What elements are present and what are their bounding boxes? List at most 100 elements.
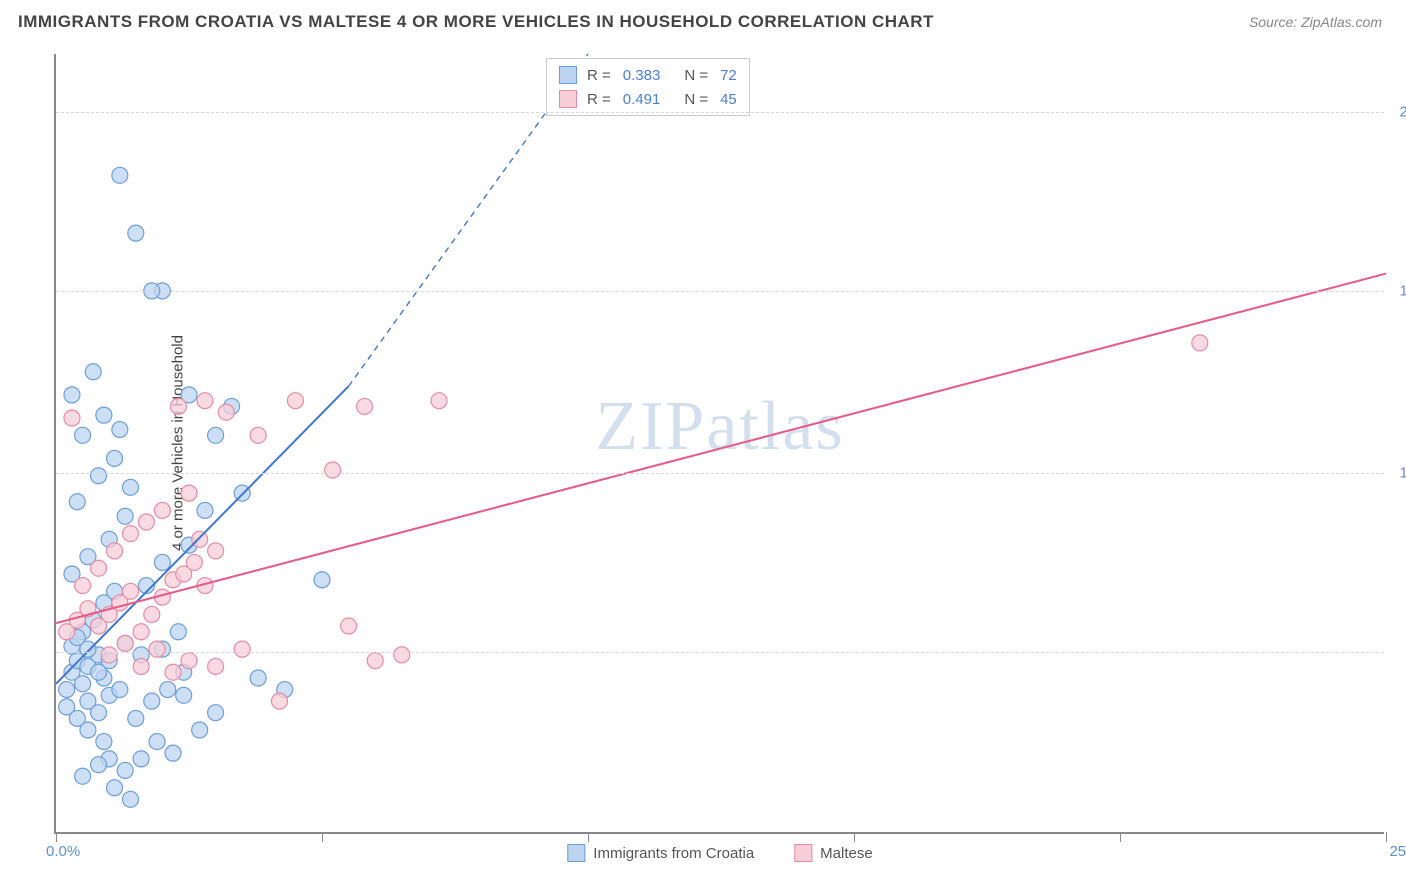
x-origin-label: 0.0%	[46, 843, 80, 860]
scatter-point-croatia	[69, 494, 85, 510]
y-tick-label: 18.8%	[1399, 282, 1406, 299]
legend-row-croatia: R =0.383N =72	[547, 63, 749, 87]
scatter-point-maltese	[394, 647, 410, 663]
scatter-point-croatia	[64, 387, 80, 403]
x-tick	[588, 832, 589, 842]
scatter-point-croatia	[80, 641, 96, 657]
x-tick	[854, 832, 855, 842]
gridline-horizontal	[56, 112, 1384, 113]
scatter-point-croatia	[112, 167, 128, 183]
x-tick	[56, 832, 57, 842]
scatter-point-maltese	[192, 531, 208, 547]
gridline-horizontal	[56, 473, 1384, 474]
gridline-horizontal	[56, 291, 1384, 292]
scatter-point-maltese	[218, 404, 234, 420]
scatter-point-maltese	[165, 664, 181, 680]
legend-r-label: R =	[587, 91, 611, 108]
scatter-point-maltese	[181, 485, 197, 501]
scatter-point-croatia	[85, 364, 101, 380]
scatter-point-maltese	[107, 543, 123, 559]
scatter-point-maltese	[64, 410, 80, 426]
scatter-point-croatia	[170, 624, 186, 640]
scatter-point-maltese	[287, 393, 303, 409]
scatter-point-croatia	[91, 468, 107, 484]
scatter-point-maltese	[154, 502, 170, 518]
gridline-horizontal	[56, 652, 1384, 653]
scatter-point-croatia	[96, 734, 112, 750]
scatter-point-maltese	[117, 635, 133, 651]
trend-line-maltese	[56, 274, 1386, 624]
trend-line-croatia	[56, 386, 349, 684]
scatter-point-croatia	[128, 710, 144, 726]
scatter-point-maltese	[149, 641, 165, 657]
scatter-point-maltese	[208, 658, 224, 674]
x-tick	[1120, 832, 1121, 842]
scatter-point-croatia	[80, 722, 96, 738]
chart-title: IMMIGRANTS FROM CROATIA VS MALTESE 4 OR …	[18, 12, 934, 32]
scatter-point-croatia	[176, 687, 192, 703]
scatter-point-maltese	[144, 606, 160, 622]
series-legend-item: Maltese	[794, 844, 873, 862]
scatter-point-croatia	[208, 705, 224, 721]
legend-swatch-maltese	[559, 90, 577, 108]
scatter-point-croatia	[144, 693, 160, 709]
legend-swatch-croatia	[559, 66, 577, 84]
scatter-point-croatia	[112, 422, 128, 438]
scatter-point-maltese	[208, 543, 224, 559]
scatter-point-croatia	[107, 780, 123, 796]
scatter-point-maltese	[122, 583, 138, 599]
x-tick	[322, 832, 323, 842]
scatter-point-croatia	[314, 572, 330, 588]
scatter-point-maltese	[91, 560, 107, 576]
x-max-label: 25.0%	[1389, 843, 1406, 860]
scatter-point-maltese	[367, 653, 383, 669]
scatter-svg	[56, 54, 1384, 832]
scatter-point-maltese	[341, 618, 357, 634]
x-tick	[1386, 832, 1387, 842]
scatter-point-maltese	[357, 398, 373, 414]
scatter-point-maltese	[250, 427, 266, 443]
scatter-point-croatia	[75, 768, 91, 784]
scatter-point-croatia	[133, 751, 149, 767]
scatter-point-croatia	[128, 225, 144, 241]
scatter-point-maltese	[122, 526, 138, 542]
scatter-point-croatia	[154, 554, 170, 570]
scatter-point-croatia	[117, 762, 133, 778]
legend-r-value: 0.491	[623, 91, 661, 108]
series-swatch	[794, 844, 812, 862]
scatter-point-croatia	[122, 791, 138, 807]
scatter-point-maltese	[1192, 335, 1208, 351]
scatter-point-maltese	[186, 554, 202, 570]
series-label: Immigrants from Croatia	[593, 845, 754, 862]
chart-plot-area: 4 or more Vehicles in Household ZIPatlas…	[54, 54, 1384, 834]
scatter-point-maltese	[133, 658, 149, 674]
correlation-legend: R =0.383N =72R =0.491N =45	[546, 58, 750, 116]
scatter-point-croatia	[208, 427, 224, 443]
scatter-point-maltese	[234, 641, 250, 657]
scatter-point-croatia	[112, 682, 128, 698]
scatter-point-croatia	[91, 705, 107, 721]
scatter-point-croatia	[149, 734, 165, 750]
scatter-point-croatia	[75, 427, 91, 443]
scatter-point-maltese	[431, 393, 447, 409]
legend-n-value: 72	[720, 67, 737, 84]
scatter-point-maltese	[325, 462, 341, 478]
scatter-point-maltese	[170, 398, 186, 414]
scatter-point-croatia	[59, 682, 75, 698]
scatter-point-croatia	[122, 479, 138, 495]
series-swatch	[567, 844, 585, 862]
legend-r-value: 0.383	[623, 67, 661, 84]
series-legend: Immigrants from Croatia Maltese	[567, 844, 872, 862]
scatter-point-maltese	[197, 393, 213, 409]
scatter-point-croatia	[197, 502, 213, 518]
legend-n-value: 45	[720, 91, 737, 108]
legend-row-maltese: R =0.491N =45	[547, 87, 749, 111]
scatter-point-maltese	[138, 514, 154, 530]
scatter-point-maltese	[133, 624, 149, 640]
scatter-point-maltese	[181, 653, 197, 669]
series-label: Maltese	[820, 845, 873, 862]
scatter-point-maltese	[271, 693, 287, 709]
scatter-point-maltese	[75, 578, 91, 594]
series-legend-item: Immigrants from Croatia	[567, 844, 754, 862]
legend-r-label: R =	[587, 67, 611, 84]
